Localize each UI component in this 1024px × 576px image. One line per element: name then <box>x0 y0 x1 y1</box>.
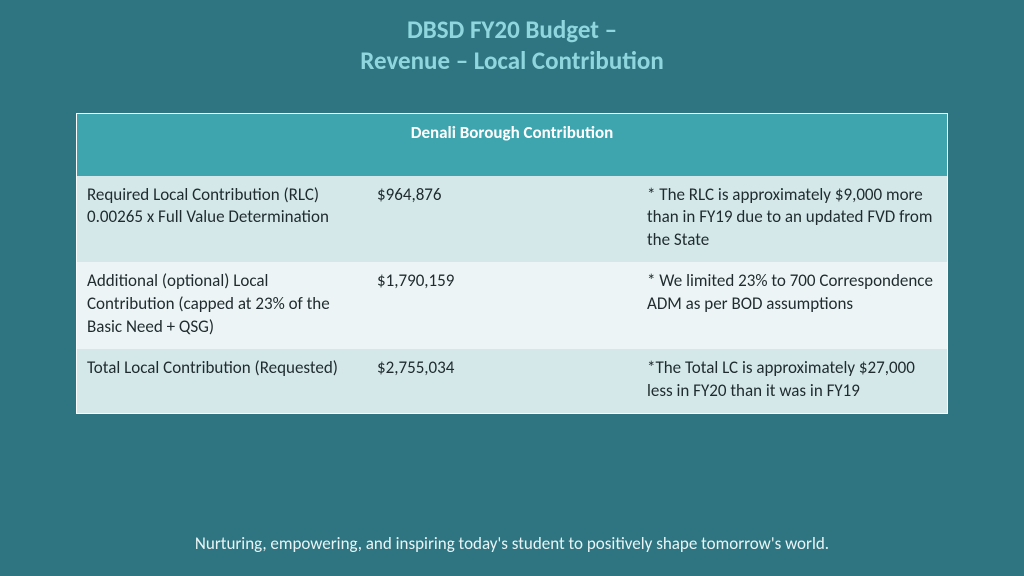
title-line-2: Revenue – Local Contribution <box>360 45 663 76</box>
table-row: Additional (optional) Local Contribution… <box>77 262 947 349</box>
cell-desc: Total Local Contribution (Requested) <box>77 349 367 413</box>
cell-amount: $2,755,034 <box>367 349 637 413</box>
cell-note: * The RLC is approximately $9,000 more t… <box>637 176 947 263</box>
table-header-cell: Denali Borough Contribution <box>77 114 947 176</box>
contribution-table-wrap: Denali Borough Contribution Required Loc… <box>76 113 948 415</box>
table-header-row: Denali Borough Contribution <box>77 114 947 176</box>
slide: DBSD FY20 Budget – Revenue – Local Contr… <box>0 0 1024 576</box>
table-row: Total Local Contribution (Requested) $2,… <box>77 349 947 413</box>
cell-note: *The Total LC is approximately $27,000 l… <box>637 349 947 413</box>
cell-amount: $1,790,159 <box>367 262 637 349</box>
contribution-table: Denali Borough Contribution Required Loc… <box>77 114 947 414</box>
cell-desc: Additional (optional) Local Contribution… <box>77 262 367 349</box>
cell-note: * We limited 23% to 700 Correspondence A… <box>637 262 947 349</box>
slide-title: DBSD FY20 Budget – Revenue – Local Contr… <box>360 14 663 77</box>
title-line-1: DBSD FY20 Budget – <box>360 14 663 45</box>
cell-desc: Required Local Contribution (RLC) 0.0026… <box>77 176 367 263</box>
cell-amount: $964,876 <box>367 176 637 263</box>
table-row: Required Local Contribution (RLC) 0.0026… <box>77 176 947 263</box>
footer-tagline: Nurturing, empowering, and inspiring tod… <box>0 533 1024 554</box>
